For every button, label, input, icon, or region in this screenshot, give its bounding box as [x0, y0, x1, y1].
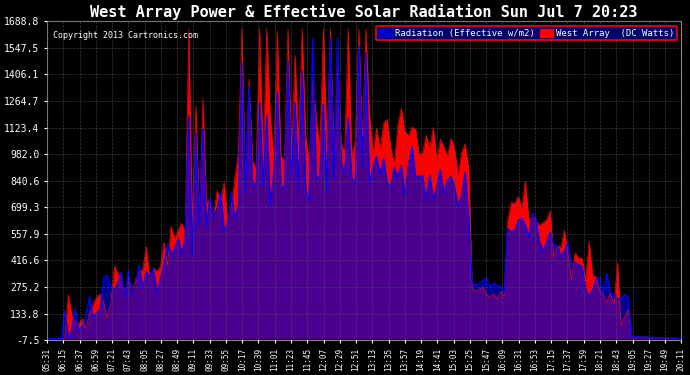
Text: Copyright 2013 Cartronics.com: Copyright 2013 Cartronics.com — [53, 31, 199, 40]
Title: West Array Power & Effective Solar Radiation Sun Jul 7 20:23: West Array Power & Effective Solar Radia… — [90, 4, 638, 20]
Legend: Radiation (Effective w/m2), West Array  (DC Watts): Radiation (Effective w/m2), West Array (… — [376, 26, 677, 40]
